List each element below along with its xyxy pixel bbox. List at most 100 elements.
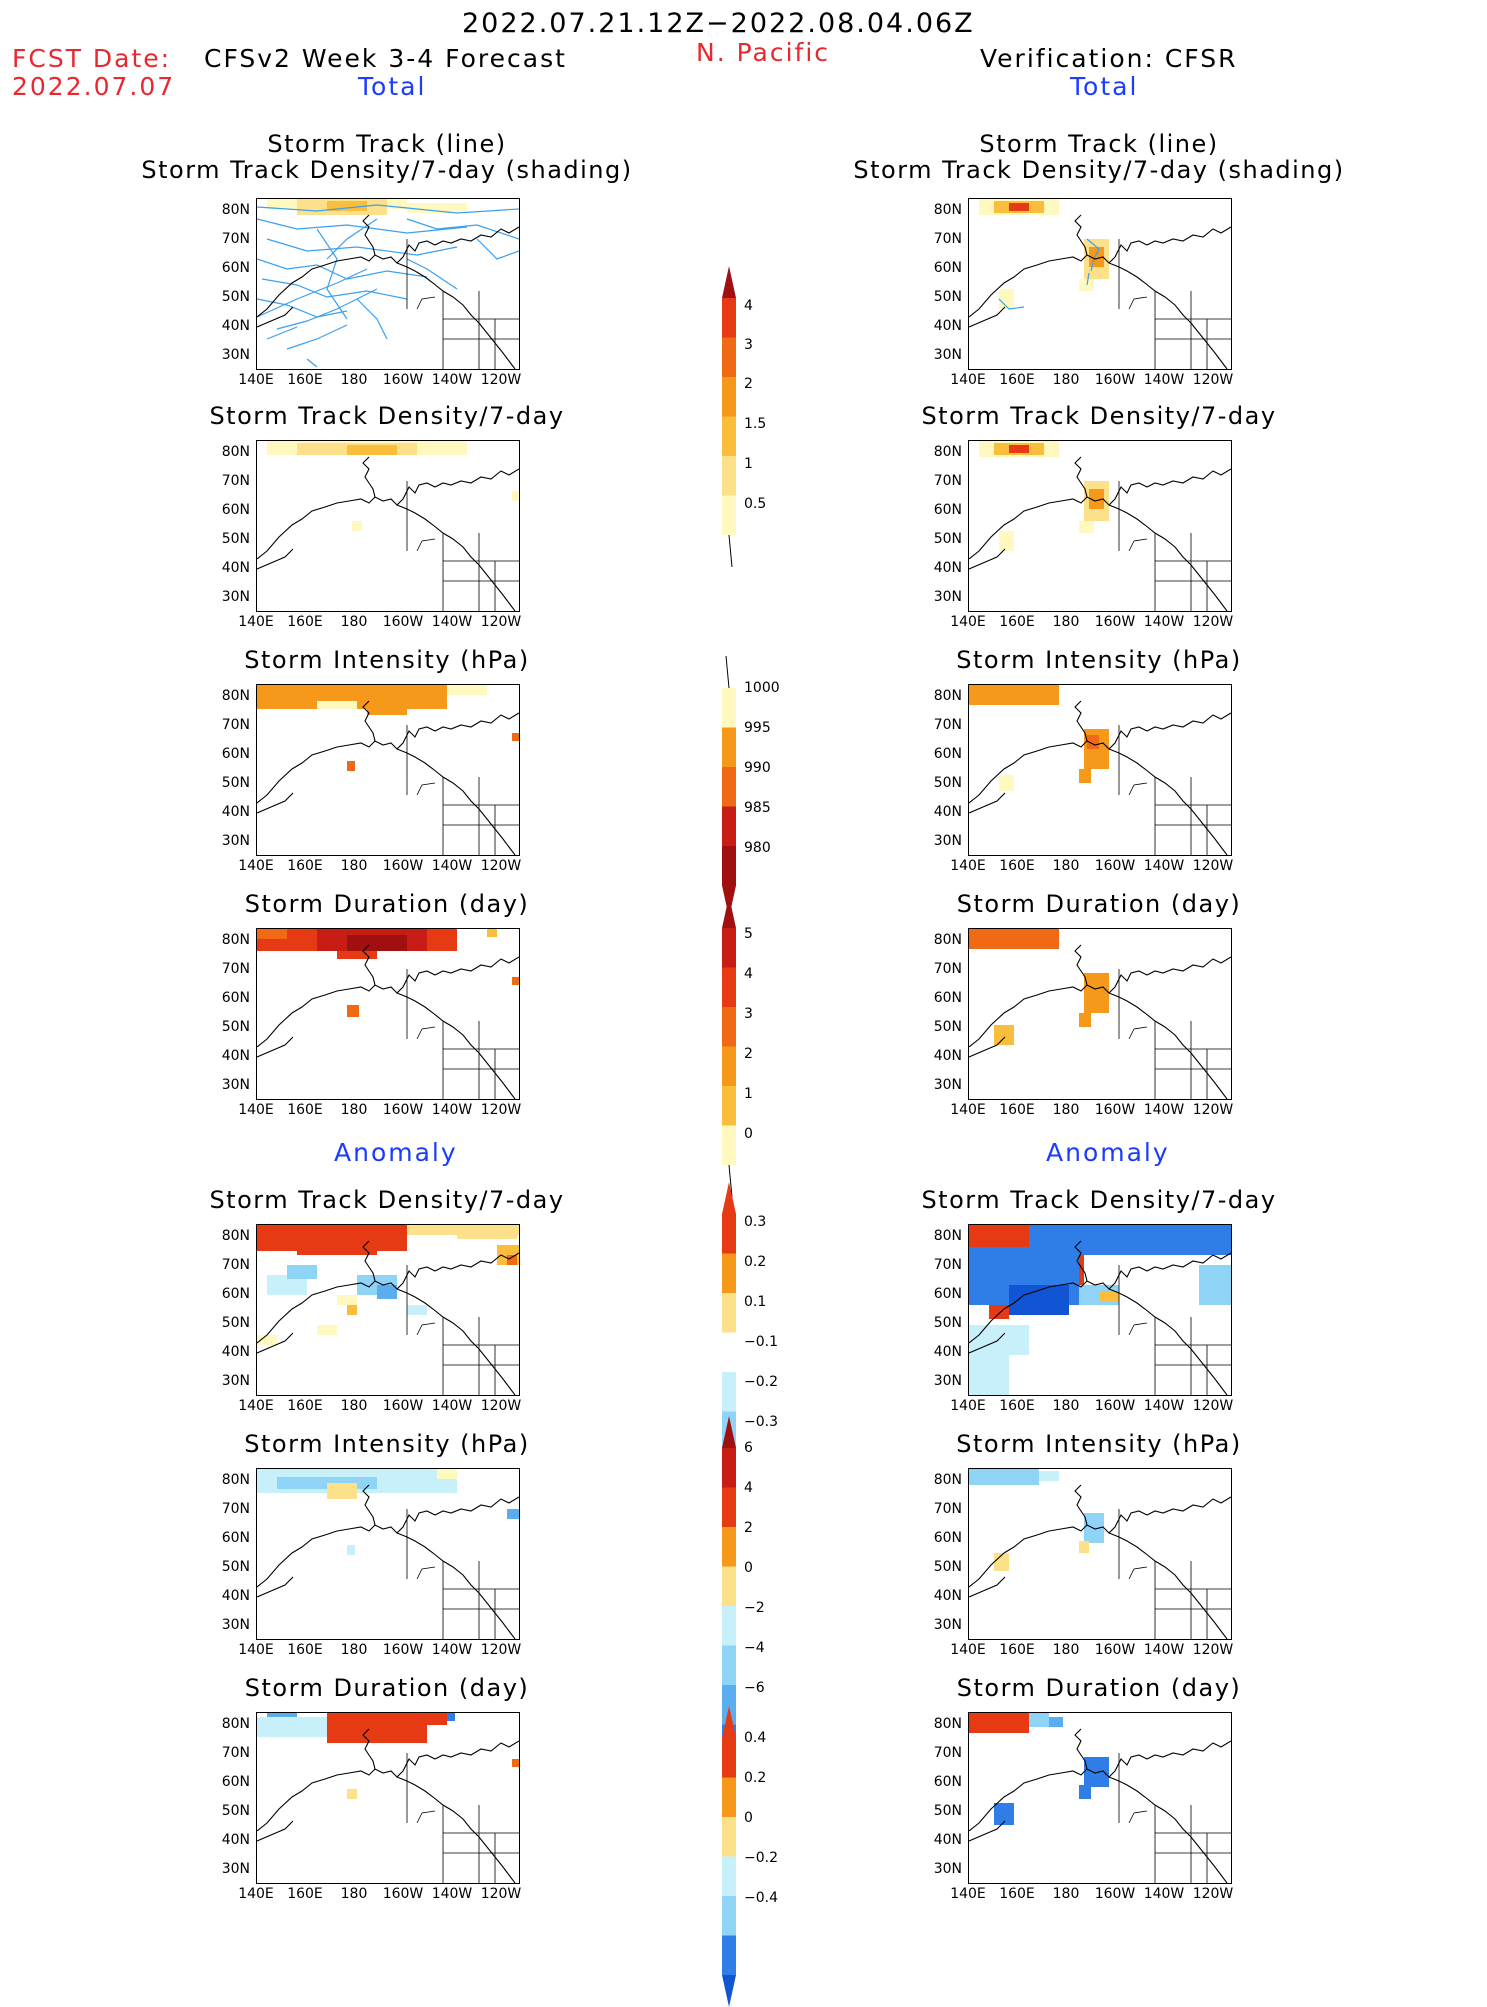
colorbar-segment	[722, 1738, 736, 1778]
shade-cell	[347, 1789, 357, 1799]
political-borders	[1118, 1753, 1231, 1883]
shade-cell	[427, 1713, 447, 1725]
lon-label: 140E	[950, 372, 986, 388]
shade-cell	[1029, 1713, 1049, 1727]
lat-label: 40N	[933, 1588, 962, 1604]
shade-cell	[1079, 1785, 1091, 1799]
lat-label: 40N	[933, 1048, 962, 1064]
lon-label: 160E	[999, 1886, 1035, 1902]
right-intensity-anomaly-title: Storm Intensity (hPa)	[956, 1430, 1242, 1458]
lon-label: 140W	[1143, 1398, 1185, 1414]
colorbar-segment	[722, 688, 736, 728]
left-track-map-plot	[257, 199, 519, 369]
date-range-title: 2022.07.21.12Z−2022.08.04.06Z	[462, 8, 975, 39]
colorbar-segment	[722, 1527, 736, 1567]
shade-cell	[347, 1305, 357, 1315]
lon-label: 160E	[287, 858, 323, 874]
lon-label: 160W	[1094, 1398, 1136, 1414]
shade-cell	[347, 1545, 355, 1555]
lat-label: 60N	[221, 260, 250, 276]
shade-cell	[1079, 1541, 1089, 1553]
shade-cell	[317, 701, 357, 709]
colorbar-segment	[722, 1817, 736, 1857]
right-duration-map-plot	[969, 929, 1231, 1099]
shade-cell	[257, 1717, 327, 1737]
left-density-anomaly-map-plot	[257, 1225, 519, 1395]
shade-cell	[327, 1483, 357, 1499]
fcst-date-value: 2022.07.07	[12, 72, 176, 101]
right-total-label: Total	[1070, 72, 1139, 101]
lat-label: 30N	[221, 1373, 250, 1389]
lat-label: 60N	[933, 990, 962, 1006]
lat-label: 30N	[933, 1861, 962, 1877]
region-title: N. Pacific	[696, 38, 831, 67]
lon-label: 160E	[287, 1398, 323, 1414]
lon-label: 120W	[480, 1398, 522, 1414]
lat-label: 80N	[933, 932, 962, 948]
right-anomaly-label: Anomaly	[1046, 1138, 1170, 1167]
shade-cell	[507, 1255, 517, 1265]
coastline	[257, 700, 519, 855]
lon-label: 160W	[382, 1886, 424, 1902]
lon-label: 140E	[950, 858, 986, 874]
lon-label: 160E	[999, 614, 1035, 630]
lat-label: 70N	[221, 1501, 250, 1517]
left-total-label: Total	[358, 72, 427, 101]
lon-label: 140W	[1143, 614, 1185, 630]
right-duration-anomaly-title: Storm Duration (day)	[956, 1674, 1242, 1702]
political-borders	[1118, 725, 1231, 855]
lat-label: 40N	[221, 1832, 250, 1848]
right-intensity-map	[968, 684, 1232, 856]
lon-label: 140E	[950, 1102, 986, 1118]
colorbar-segment	[722, 767, 736, 807]
lat-label: 50N	[221, 531, 250, 547]
left-intensity-map-plot	[257, 685, 519, 855]
colorbar-label: 0.2	[744, 1770, 767, 1786]
storm-track-line	[998, 298, 1025, 310]
lon-label: 140W	[1143, 1886, 1185, 1902]
coastline	[257, 1728, 519, 1883]
lat-label: 80N	[933, 444, 962, 460]
shade-cell	[1079, 279, 1094, 291]
lon-label: 120W	[1192, 1102, 1234, 1118]
colorbar-label: 0	[744, 1126, 753, 1142]
lat-label: 40N	[933, 560, 962, 576]
lat-label: 70N	[933, 231, 962, 247]
lat-label: 40N	[933, 804, 962, 820]
lat-label: 60N	[933, 1530, 962, 1546]
storm-track-line	[1086, 238, 1100, 272]
coastline	[257, 456, 519, 611]
lat-label: 30N	[221, 347, 250, 363]
coastline	[257, 1484, 519, 1639]
lon-label: 180	[1052, 372, 1080, 388]
lat-label: 50N	[221, 1803, 250, 1819]
lon-label: 120W	[1192, 1886, 1234, 1902]
lon-label: 180	[340, 858, 368, 874]
storm-track-line	[476, 238, 519, 260]
colorbar-label: 2	[744, 1520, 753, 1536]
colorbar-duration-anomaly	[722, 1706, 736, 2007]
colorbar-label: −6	[744, 1680, 765, 1696]
colorbar-segment	[722, 1332, 736, 1372]
left-duration-anomaly-title: Storm Duration (day)	[244, 1674, 530, 1702]
shade-cell	[377, 1285, 397, 1299]
right-track-map	[968, 198, 1232, 370]
lat-label: 30N	[221, 833, 250, 849]
storm-track-line	[257, 204, 519, 214]
colorbar-segment	[722, 1606, 736, 1646]
colorbar-label: −0.1	[744, 1334, 778, 1350]
political-borders	[1118, 239, 1231, 369]
colorbar-label: −0.4	[744, 1890, 778, 1906]
lon-label: 160E	[999, 1102, 1035, 1118]
political-borders	[406, 725, 519, 855]
storm-track-line	[306, 358, 318, 368]
left-intensity-map	[256, 684, 520, 856]
lon-label: 160W	[1094, 1642, 1136, 1658]
coastline	[969, 700, 1231, 855]
lat-label: 50N	[933, 289, 962, 305]
lat-label: 60N	[933, 1286, 962, 1302]
lon-label: 160W	[382, 1642, 424, 1658]
shade-cell	[969, 1713, 1029, 1733]
lon-label: 160W	[1094, 1886, 1136, 1902]
colorbar-segment	[722, 416, 736, 456]
